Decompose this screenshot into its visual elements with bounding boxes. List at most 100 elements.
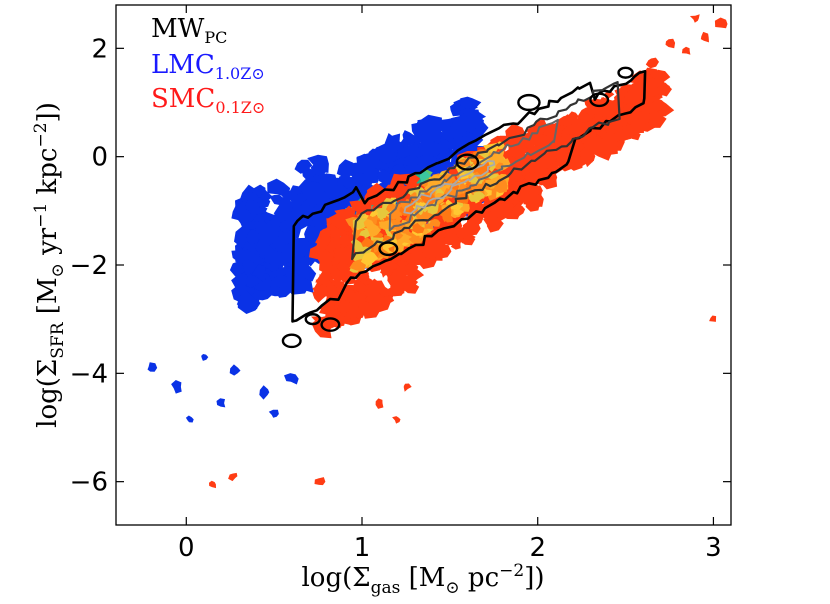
legend-entry-mw: MWPC bbox=[151, 14, 227, 47]
smc-outlier bbox=[375, 398, 384, 409]
x-tick-label: 0 bbox=[178, 533, 195, 563]
smc-core-cell bbox=[421, 211, 431, 221]
smc-outlier bbox=[392, 416, 401, 424]
smc-density-cell bbox=[486, 214, 504, 233]
smc-density-cell bbox=[334, 208, 352, 226]
lmc-density-cell bbox=[440, 124, 457, 136]
lmc-density-cell bbox=[383, 133, 407, 156]
lmc-outlier bbox=[259, 385, 270, 400]
smc-density-cell bbox=[390, 278, 405, 296]
legend-entry-smc: SMC0.1Z⊙ bbox=[151, 84, 265, 117]
lmc-density-cell bbox=[273, 285, 293, 298]
mw-contours bbox=[281, 66, 647, 349]
lmc-density-cell bbox=[251, 264, 266, 277]
smc-outlier bbox=[689, 14, 700, 23]
smc-core-cell bbox=[427, 204, 439, 215]
lmc-outlier bbox=[229, 364, 241, 376]
mw-contour-loop bbox=[304, 313, 322, 326]
smc-density-cell bbox=[528, 185, 543, 196]
smc-density-cell bbox=[333, 218, 347, 229]
y-axis-label: log(ΣSFR [M⊙ yr−1 kpc−2]) bbox=[31, 102, 68, 428]
legend-smc-base: SMC bbox=[151, 84, 215, 114]
lmc-density-cell bbox=[318, 173, 338, 193]
smc-core-cell bbox=[366, 223, 381, 238]
y-tick-label: −6 bbox=[70, 468, 108, 498]
smc-density-cell bbox=[651, 98, 666, 113]
smc-density-cell bbox=[624, 87, 646, 109]
smc-density-cell bbox=[579, 113, 590, 124]
lmc-outlier bbox=[171, 380, 182, 394]
mw-contour-mid bbox=[351, 81, 621, 261]
lmc-density-cell bbox=[359, 183, 372, 199]
smc-density-cell bbox=[511, 203, 526, 218]
smc-outlier bbox=[709, 315, 717, 322]
mw-contour-loop bbox=[617, 66, 634, 79]
smc-density-cell bbox=[319, 301, 335, 318]
mw-contour-loop bbox=[589, 92, 610, 108]
lmc-density-cell bbox=[356, 153, 378, 174]
smc-density-cell bbox=[337, 300, 351, 314]
lmc-outlier bbox=[268, 409, 279, 418]
lmc-density-cell bbox=[245, 273, 263, 288]
smc-density-cell bbox=[312, 286, 323, 297]
smc-density-cell bbox=[579, 147, 595, 163]
lmc-density-cell bbox=[242, 257, 257, 275]
smc-density-cell bbox=[523, 137, 536, 150]
smc-core-cell bbox=[490, 153, 504, 166]
mw-contour-core bbox=[403, 160, 496, 215]
legend-lmc-base: LMC bbox=[151, 50, 215, 80]
y-tick-label: −4 bbox=[70, 359, 108, 389]
legend: MWPC LMC1.0Z⊙ SMC0.1Z⊙ bbox=[151, 14, 265, 117]
smc-outlier bbox=[209, 480, 216, 489]
smc-density-cell bbox=[442, 233, 460, 246]
lmc-density-cell bbox=[285, 211, 304, 232]
lmc-density-cell bbox=[264, 250, 282, 266]
lmc-density-cell bbox=[452, 136, 474, 152]
mw-contour-loop bbox=[517, 93, 541, 112]
smc-outlier bbox=[700, 31, 709, 43]
lmc-outlier bbox=[147, 362, 158, 372]
smc-core-cell bbox=[359, 229, 370, 237]
mw-contour-outer bbox=[291, 69, 647, 323]
smc-core-cell bbox=[376, 208, 388, 219]
legend-mw-sub: PC bbox=[204, 28, 227, 47]
lmc-density-cell bbox=[231, 249, 248, 263]
smc-core-cell bbox=[388, 245, 395, 253]
lmc-density-cell bbox=[261, 213, 276, 224]
smc-density-cell bbox=[470, 214, 482, 224]
smc-density-cell bbox=[560, 126, 577, 140]
lmc-density-cell bbox=[376, 168, 391, 183]
lmc-outlier bbox=[185, 415, 194, 423]
smc-core-cell bbox=[386, 203, 394, 213]
smc-density-cell bbox=[462, 220, 481, 236]
plot-area bbox=[147, 14, 728, 489]
mw-contour-loop bbox=[455, 153, 480, 171]
y-tick-label: 0 bbox=[91, 143, 108, 173]
lmc-density-cell bbox=[307, 154, 329, 173]
smc-core-cell bbox=[400, 201, 411, 210]
smc-core-cell bbox=[453, 209, 465, 216]
lmc-density-cell bbox=[399, 135, 418, 148]
smc-density-cell bbox=[629, 119, 647, 134]
smc-density-cell bbox=[452, 220, 463, 230]
smc-outlier bbox=[645, 57, 659, 69]
smc-outlier bbox=[714, 17, 728, 29]
smc-density-cell bbox=[404, 263, 416, 276]
smc-density-cell bbox=[535, 150, 550, 169]
smc-density-cell bbox=[337, 234, 350, 246]
smc-outlier bbox=[228, 472, 238, 482]
lmc-density-cell bbox=[338, 173, 355, 189]
y-tick-label: −2 bbox=[70, 251, 108, 281]
axis-ticks: 0 1 2 3 −6 −4 −2 0 2 bbox=[70, 5, 731, 563]
smc-density-cell bbox=[319, 227, 332, 239]
smc-density-cell bbox=[426, 238, 451, 257]
lmc-density-cell bbox=[460, 96, 482, 109]
lmc-density-cell bbox=[247, 199, 260, 216]
smc-core-cell bbox=[428, 218, 441, 227]
smc-density-cell bbox=[363, 289, 384, 308]
smc-density-cell bbox=[373, 259, 391, 270]
smc-density-cell bbox=[332, 247, 352, 264]
smc-outlier bbox=[681, 46, 691, 55]
lmc-density-cell bbox=[450, 120, 470, 132]
lmc-outlier bbox=[216, 398, 226, 408]
